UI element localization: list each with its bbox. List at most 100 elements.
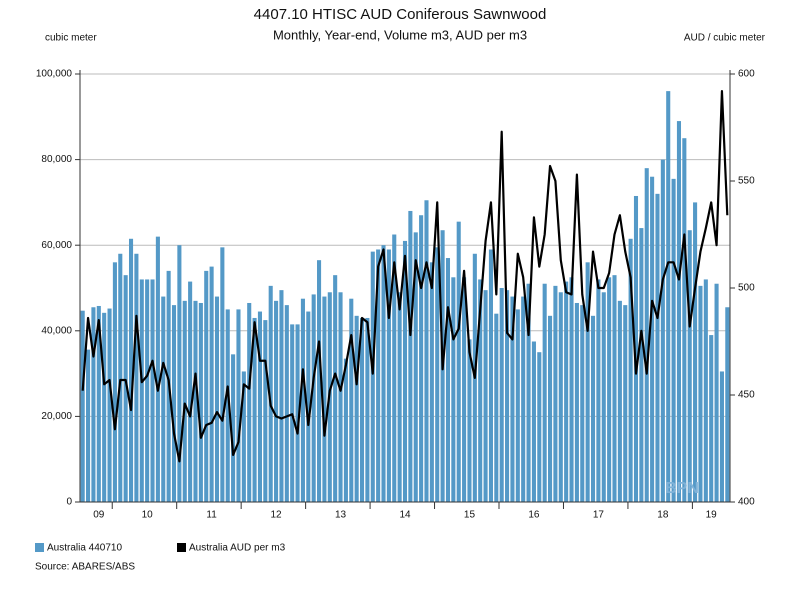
bar	[494, 313, 499, 502]
bar	[107, 308, 112, 502]
bar	[257, 311, 262, 502]
bar	[607, 277, 612, 502]
bar	[703, 279, 708, 502]
chart-title: 4407.10 HTISC AUD Coniferous Sawnwood	[254, 6, 547, 23]
bar	[628, 238, 633, 502]
bar	[585, 262, 590, 502]
bar	[247, 302, 252, 502]
bar	[709, 335, 714, 502]
bar	[91, 307, 96, 502]
x-tick-label: 11	[206, 510, 217, 521]
bar	[687, 230, 692, 502]
bar	[322, 296, 327, 502]
legend: Australia 440710 Australia AUD per m3	[35, 543, 286, 554]
watermark: BPN	[665, 480, 699, 497]
bar	[231, 354, 236, 502]
bar	[725, 307, 730, 502]
bar	[596, 279, 601, 502]
bar	[241, 371, 246, 502]
bar	[96, 305, 101, 502]
bar	[451, 277, 456, 502]
bar	[386, 249, 391, 502]
bar	[483, 290, 488, 502]
bar	[521, 296, 526, 502]
bar	[574, 302, 579, 502]
bar	[719, 371, 724, 502]
bar	[214, 296, 220, 502]
chart-subtitle: Monthly, Year-end, Volume m3, AUD per m3	[273, 27, 527, 42]
bar	[155, 236, 160, 502]
bar	[445, 258, 451, 502]
bar	[623, 305, 628, 502]
bar	[171, 305, 177, 502]
bar	[413, 232, 418, 503]
y-axis-label: cubic meter	[45, 33, 97, 44]
x-tick-label: 18	[657, 510, 669, 521]
bar	[268, 285, 273, 502]
x-tick-label: 12	[271, 510, 283, 521]
bar	[123, 275, 128, 502]
bar	[295, 324, 300, 502]
bar	[456, 221, 461, 502]
bar	[666, 91, 671, 503]
bar	[338, 292, 343, 502]
bar	[220, 247, 225, 502]
bar	[693, 202, 698, 502]
bar	[343, 358, 348, 502]
legend-swatch	[177, 543, 186, 552]
bar	[462, 277, 467, 502]
bar	[333, 275, 338, 502]
bar	[553, 285, 558, 502]
bar	[161, 296, 166, 502]
bar	[515, 309, 520, 502]
bar	[429, 262, 434, 502]
x-tick-label: 10	[142, 510, 154, 521]
y2-tick-label: 400	[738, 497, 755, 508]
bar	[188, 281, 193, 502]
bar	[655, 193, 660, 502]
bar	[359, 317, 365, 502]
x-tick-label: 19	[706, 510, 718, 521]
bar	[650, 176, 655, 502]
source: Source: ABARES/ABS	[35, 562, 135, 573]
bar	[526, 283, 531, 502]
bar	[488, 249, 493, 502]
bar	[617, 300, 622, 502]
y2-tick-label: 600	[738, 69, 755, 80]
bar	[698, 285, 703, 502]
bar	[601, 292, 606, 502]
bar	[714, 283, 719, 502]
bar	[392, 234, 397, 502]
bar	[145, 279, 150, 502]
legend-label: Australia 440710	[47, 543, 122, 554]
bar	[580, 305, 585, 502]
bar	[317, 260, 322, 502]
y-tick-label: 0	[66, 497, 72, 508]
bar	[402, 240, 408, 503]
x-tick-label: 15	[464, 510, 476, 521]
bar	[548, 315, 553, 502]
bar	[236, 309, 241, 502]
bar	[198, 302, 203, 502]
bar	[150, 279, 155, 502]
bar	[365, 317, 370, 502]
bar	[80, 310, 85, 502]
bar	[300, 298, 305, 502]
bar	[676, 121, 682, 502]
line	[81, 90, 729, 463]
bar	[510, 296, 515, 502]
bar	[558, 292, 563, 502]
bar	[354, 315, 359, 502]
y2-tick-label: 450	[738, 390, 755, 401]
y-tick-label: 80,000	[41, 154, 72, 165]
y2-tick-label: 500	[738, 283, 755, 294]
bar	[311, 294, 316, 502]
bar	[118, 253, 123, 502]
y-tick-label: 60,000	[41, 240, 72, 251]
bar	[424, 200, 429, 502]
bar	[639, 228, 644, 502]
bar	[682, 138, 687, 502]
bar	[376, 249, 381, 502]
x-tick-label: 16	[528, 510, 540, 521]
